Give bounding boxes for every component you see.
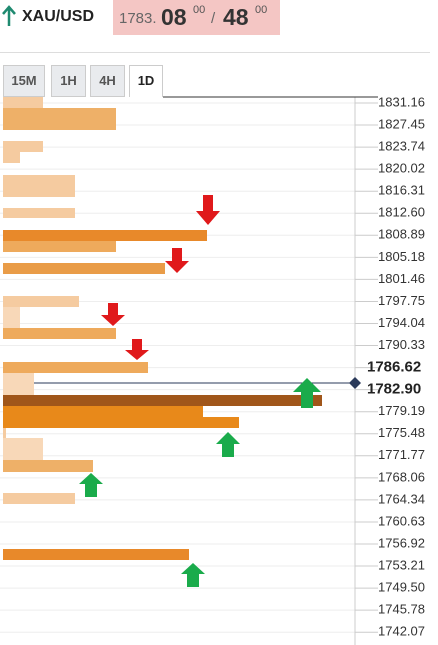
bar <box>3 263 165 274</box>
tab[interactable]: 15M <box>3 65 45 97</box>
symbol: XAU/USD <box>22 8 95 25</box>
level-label: 1779.19 <box>378 403 425 418</box>
down-arrow <box>101 303 125 326</box>
down-arrow <box>196 195 220 225</box>
bar <box>3 428 6 438</box>
price-box: 1783. 08 00 / 48 00 <box>113 0 280 35</box>
bar <box>3 328 116 339</box>
price-big: 08 <box>161 4 187 30</box>
bar <box>3 362 148 373</box>
divider <box>0 52 430 53</box>
up-arrow <box>293 378 321 408</box>
level-label: 1749.50 <box>378 580 425 595</box>
level-label: 1745.78 <box>378 602 425 617</box>
price-big: 48 <box>223 4 249 30</box>
current-price-marker <box>349 377 361 389</box>
level-label: 1786.62 <box>367 359 421 376</box>
bar <box>3 373 34 395</box>
bar <box>3 406 203 417</box>
support-arrows <box>79 378 321 587</box>
tab-active[interactable]: 1D <box>129 65 163 97</box>
down-arrow <box>165 248 189 273</box>
level-label: 1753.21 <box>378 557 425 572</box>
bar <box>3 549 189 560</box>
bar <box>3 175 75 197</box>
bar <box>3 108 116 130</box>
price-sup: 00 <box>193 4 206 16</box>
up-arrow <box>181 563 205 587</box>
level-label: 1820.02 <box>378 161 425 176</box>
bar <box>3 230 207 241</box>
bar <box>3 208 75 218</box>
bar <box>3 241 116 252</box>
level-label: 1790.33 <box>378 337 425 352</box>
bars <box>3 97 322 560</box>
bar <box>3 438 43 460</box>
level-label: 1764.34 <box>378 491 425 506</box>
bar <box>3 395 322 406</box>
level-label: 1812.60 <box>378 205 425 220</box>
level-label: 1808.89 <box>378 227 425 242</box>
bar <box>3 152 20 163</box>
tab[interactable]: 1H <box>51 65 86 97</box>
level-label: 1756.92 <box>378 535 425 550</box>
price-sep: / <box>211 10 216 27</box>
down-arrow <box>125 339 149 360</box>
level-label: 1827.45 <box>378 116 425 131</box>
up-arrow <box>79 473 103 497</box>
up-arrow <box>216 432 240 457</box>
level-label: 1760.63 <box>378 513 425 528</box>
price-main: 1783. <box>119 10 157 27</box>
bar <box>3 296 79 307</box>
bar <box>3 417 239 428</box>
bar <box>3 141 43 152</box>
resistance-arrows <box>101 195 220 360</box>
level-label: 1775.48 <box>378 425 425 440</box>
level-label: 1823.74 <box>378 139 425 154</box>
level-label: 1771.77 <box>378 447 425 462</box>
bar <box>3 97 43 108</box>
bar <box>3 493 75 504</box>
level-label: 1801.46 <box>378 271 425 286</box>
level-label: 1816.31 <box>378 183 425 198</box>
level-label: 1831.16 <box>378 94 425 109</box>
tab[interactable]: 4H <box>90 65 125 97</box>
level-label: 1805.18 <box>378 249 425 264</box>
level-label: 1768.06 <box>378 469 425 484</box>
bar <box>3 307 20 328</box>
price-sup: 00 <box>255 4 268 16</box>
bar <box>3 460 93 472</box>
up-icon <box>2 5 16 26</box>
level-label: 1742.07 <box>378 624 425 639</box>
level-label: 1797.75 <box>378 293 425 308</box>
level-label: 1794.04 <box>378 315 425 330</box>
level-label: 1782.90 <box>367 381 421 398</box>
